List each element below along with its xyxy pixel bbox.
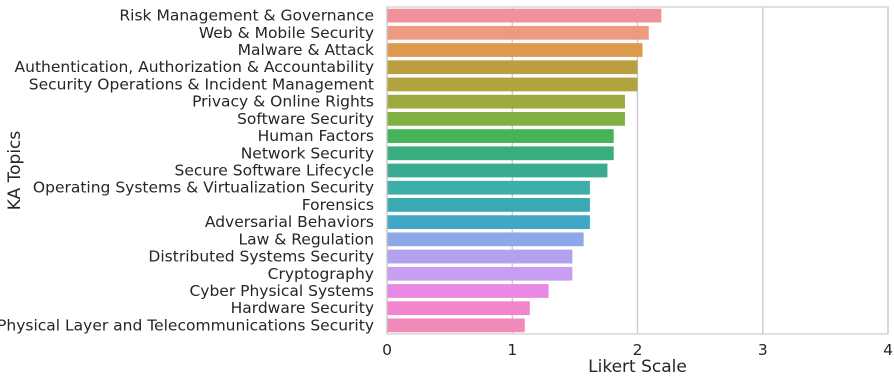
bar: [387, 198, 590, 212]
bar: [387, 43, 643, 57]
category-label: Malware & Attack: [238, 41, 374, 59]
bar: [387, 232, 584, 247]
category-label: Distributed Systems Security: [148, 248, 374, 266]
bar: [387, 215, 590, 230]
bar: [387, 146, 614, 161]
y-axis-label: KA Topics: [5, 131, 25, 211]
category-label: Security Operations & Incident Managemen…: [29, 75, 374, 93]
bar: [387, 60, 638, 75]
bar: [387, 249, 573, 264]
bar: [387, 266, 573, 281]
category-label: Network Security: [241, 144, 374, 162]
bar: [387, 94, 625, 109]
category-label: Risk Management & Governance: [119, 7, 374, 25]
bars: [387, 8, 662, 333]
x-tick-labels: 0 1 2 3 4: [382, 341, 893, 359]
x-tick-label: 3: [758, 341, 768, 359]
category-label: Forensics: [302, 196, 374, 214]
bar: [387, 77, 638, 92]
category-label: Privacy & Online Rights: [192, 93, 374, 111]
bar: [387, 301, 530, 316]
bar: [387, 25, 649, 40]
bar: [387, 129, 614, 143]
category-label: Human Factors: [258, 127, 374, 145]
category-label: Law & Regulation: [238, 230, 374, 248]
bar: [387, 111, 625, 126]
x-tick-label: 1: [507, 341, 517, 359]
x-tick-label: 4: [883, 341, 893, 359]
category-label: Software Security: [237, 110, 374, 128]
category-label: Operating Systems & Virtualization Secur…: [33, 179, 374, 197]
category-label: Authentication, Authorization & Accounta…: [15, 58, 374, 76]
bar: [387, 318, 525, 333]
category-label: Cryptography: [268, 265, 374, 283]
category-label: Secure Software Lifecycle: [175, 162, 374, 180]
category-label: Adversarial Behaviors: [205, 213, 374, 231]
bar: [387, 284, 549, 298]
category-label: Cyber Physical Systems: [189, 282, 374, 300]
plot-frame: [386, 6, 889, 335]
bar: [387, 180, 590, 195]
category-label: Physical Layer and Telecommunications Se…: [0, 316, 374, 334]
category-label: Web & Mobile Security: [199, 24, 374, 42]
bar: [387, 163, 608, 178]
x-tick-label: 2: [633, 341, 643, 359]
x-axis-label: Likert Scale: [588, 357, 687, 376]
x-tick-label: 0: [382, 341, 392, 359]
bar: [387, 8, 662, 23]
category-label: Hardware Security: [231, 299, 374, 317]
